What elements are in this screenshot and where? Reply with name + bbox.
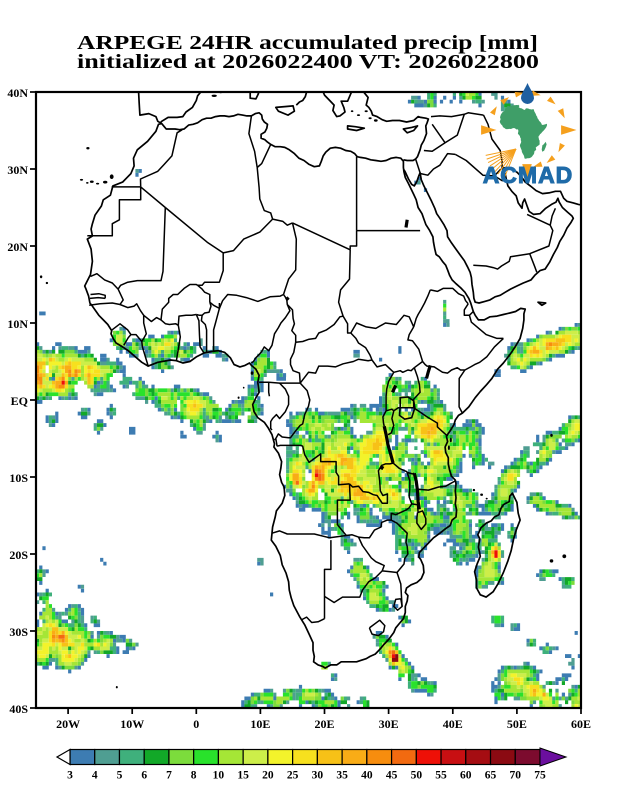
svg-text:20E: 20E	[314, 717, 334, 731]
svg-text:60: 60	[460, 770, 472, 782]
svg-text:75: 75	[534, 770, 546, 782]
svg-text:10S: 10S	[9, 471, 28, 485]
svg-text:20N: 20N	[7, 240, 28, 254]
svg-text:30: 30	[312, 770, 324, 782]
svg-text:50: 50	[411, 770, 423, 782]
svg-text:40E: 40E	[443, 717, 463, 731]
svg-text:30S: 30S	[9, 625, 28, 639]
svg-text:15: 15	[237, 770, 249, 782]
svg-text:45: 45	[386, 770, 398, 782]
svg-text:8: 8	[191, 770, 197, 782]
svg-text:40N: 40N	[7, 86, 28, 100]
svg-text:65: 65	[485, 770, 497, 782]
svg-text:30N: 30N	[7, 163, 28, 177]
svg-text:10N: 10N	[7, 317, 28, 331]
svg-text:30E: 30E	[379, 717, 399, 731]
svg-text:EQ: EQ	[11, 394, 28, 408]
svg-text:7: 7	[166, 770, 172, 782]
svg-text:20: 20	[262, 770, 274, 782]
svg-text:10: 10	[213, 770, 225, 782]
svg-text:5: 5	[117, 770, 123, 782]
svg-text:55: 55	[435, 770, 447, 782]
svg-text:ACMAD: ACMAD	[483, 162, 574, 188]
svg-text:10W: 10W	[120, 717, 144, 731]
svg-text:3: 3	[67, 770, 73, 782]
svg-text:10E: 10E	[250, 717, 270, 731]
svg-text:40: 40	[361, 770, 373, 782]
svg-text:ARPEGE 24HR accumulated precip: ARPEGE 24HR accumulated precip [mm]	[77, 33, 538, 54]
svg-text:4: 4	[92, 770, 98, 782]
svg-text:40S: 40S	[9, 702, 28, 716]
svg-text:50E: 50E	[507, 717, 527, 731]
svg-text:60E: 60E	[571, 717, 591, 731]
svg-text:6: 6	[141, 770, 147, 782]
svg-text:70: 70	[510, 770, 522, 782]
svg-text:20S: 20S	[9, 548, 28, 562]
svg-text:0: 0	[193, 717, 199, 731]
svg-text:initialized at 2026022400 VT:: initialized at 2026022400 VT: 2026022800	[77, 52, 539, 73]
svg-text:35: 35	[336, 770, 348, 782]
svg-text:20W: 20W	[56, 717, 80, 731]
svg-text:25: 25	[287, 770, 299, 782]
